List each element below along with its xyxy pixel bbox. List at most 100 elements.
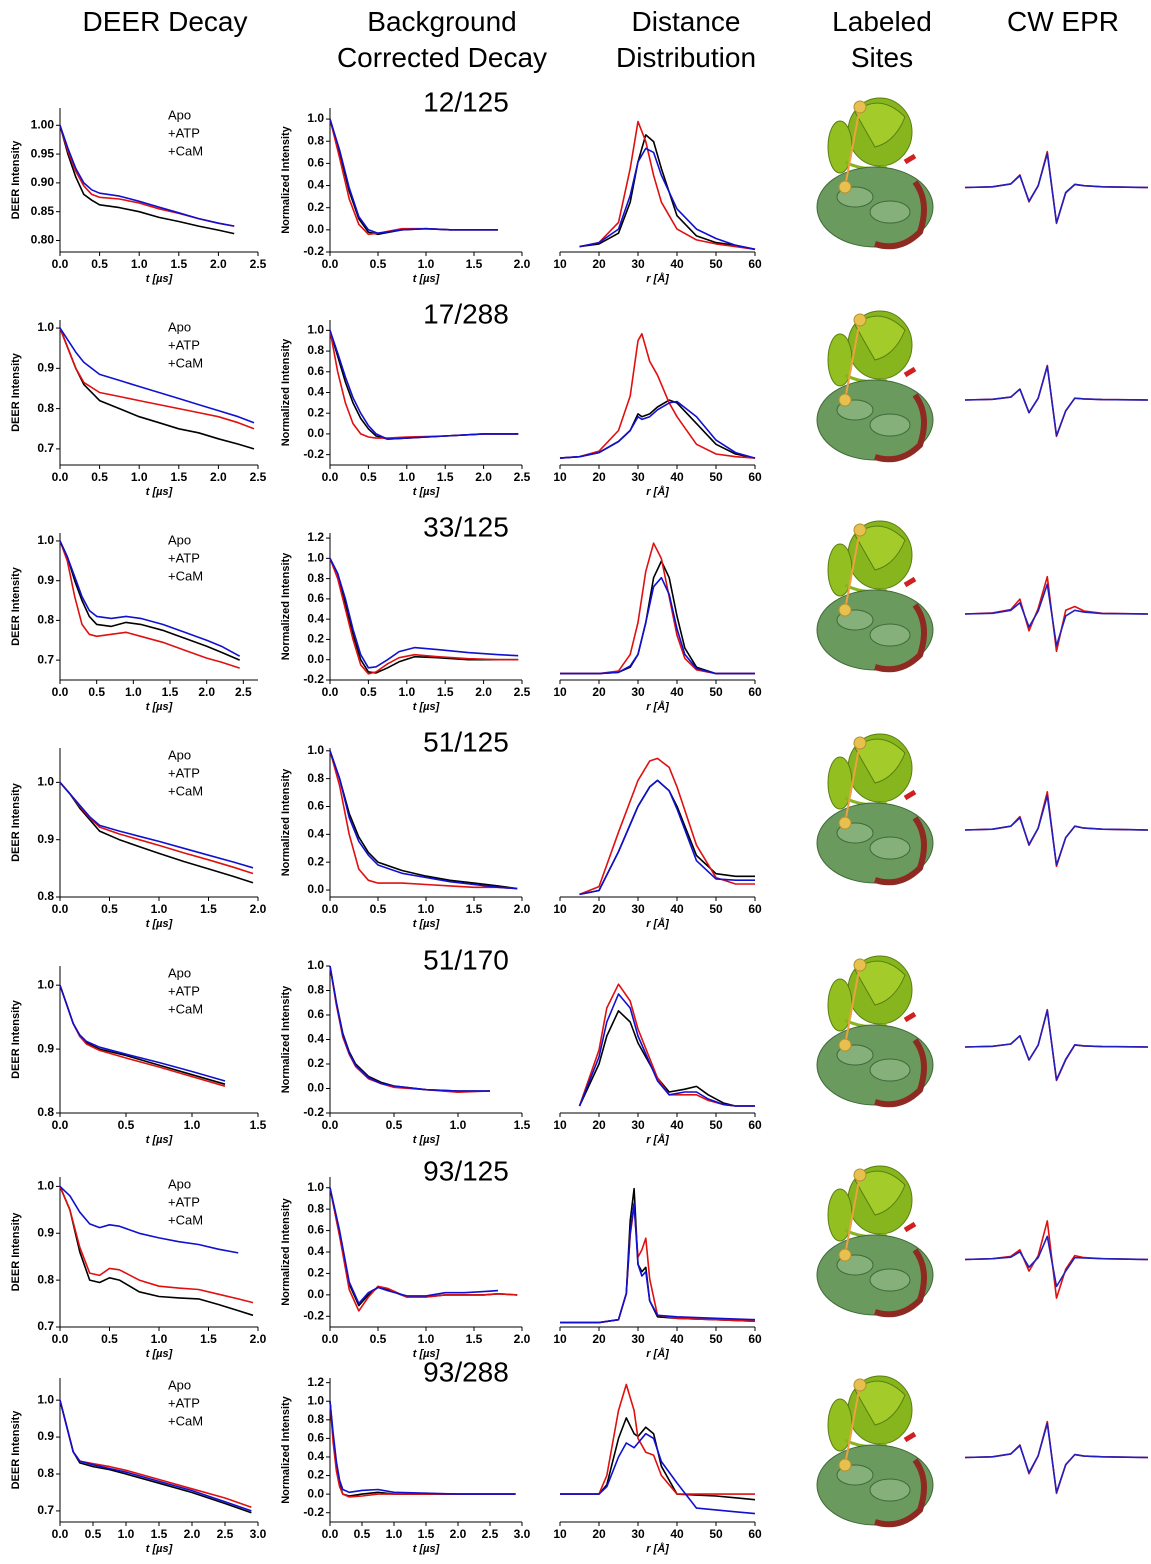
x-tick-label: 30 — [631, 902, 645, 916]
y-tick-label: 1.0 — [37, 775, 54, 789]
x-tick-label: 0.5 — [91, 470, 108, 484]
y-tick-label: 1.0 — [307, 1393, 324, 1407]
series-line — [964, 1235, 1149, 1288]
y-axis-label: DEER Intensity — [10, 782, 22, 862]
x-axis-label: t [µs] — [146, 1134, 173, 1146]
y-tick-label: -0.2 — [303, 244, 324, 258]
x-tick-label: 0.0 — [322, 1332, 339, 1346]
x-tick-label: 2.0 — [514, 1332, 531, 1346]
y-tick-label: 0.4 — [307, 1032, 324, 1046]
x-tick-label: 10 — [553, 902, 567, 916]
y-tick-label: 0.0 — [307, 652, 324, 666]
y-tick-label: 0.6 — [307, 1431, 324, 1445]
y-tick-label: 1.0 — [307, 1180, 324, 1194]
y-axis-label: DEER Intensity — [10, 1212, 22, 1292]
series-line — [964, 1008, 1149, 1082]
x-tick-label: 60 — [748, 685, 762, 699]
y-tick-label: 0.0 — [307, 426, 324, 440]
series-line — [59, 1400, 252, 1514]
x-tick-label: 40 — [670, 257, 684, 271]
x-tick-label: 20 — [592, 1527, 606, 1541]
y-tick-label: 0.2 — [307, 1266, 324, 1280]
x-axis-label: r [Å] — [646, 917, 669, 930]
x-axis-label: r [Å] — [646, 1133, 669, 1146]
x-axis-label: r [Å] — [646, 1542, 669, 1555]
y-tick-label: 1.0 — [307, 111, 324, 125]
y-tick-label: 0.0 — [307, 1287, 324, 1301]
y-tick-label: 0.95 — [31, 146, 55, 160]
series-line — [59, 540, 241, 661]
x-tick-label: 2.5 — [235, 685, 252, 699]
y-tick-label: 1.0 — [37, 1179, 54, 1193]
x-tick-label: 50 — [709, 1527, 723, 1541]
x-tick-label: 1.5 — [162, 685, 179, 699]
series-line — [578, 983, 755, 1107]
series-line — [964, 365, 1149, 437]
x-tick-label: 60 — [748, 470, 762, 484]
y-tick-label: -0.2 — [303, 1105, 324, 1119]
series-line — [329, 1401, 516, 1495]
y-tick-label: -0.2 — [303, 672, 324, 686]
series-line — [578, 993, 755, 1107]
series-line — [329, 1401, 516, 1497]
y-tick-label: 0.7 — [37, 1319, 54, 1333]
protein-structure — [817, 1376, 933, 1525]
x-tick-label: 0.0 — [322, 902, 339, 916]
x-axis-label: t [µs] — [413, 918, 440, 930]
x-axis-label: t [µs] — [413, 273, 440, 285]
y-tick-label: 0.0 — [307, 222, 324, 236]
x-tick-label: 2.5 — [250, 470, 267, 484]
y-tick-label: 1.0 — [307, 743, 324, 757]
x-tick-label: 2.0 — [184, 1527, 201, 1541]
x-tick-label: 0.5 — [101, 1332, 118, 1346]
series-line — [329, 330, 519, 439]
x-tick-label: 1.5 — [170, 257, 187, 271]
x-tick-label: 2.5 — [250, 257, 267, 271]
series-line — [59, 327, 255, 430]
x-tick-label: 1.0 — [125, 685, 142, 699]
row-title: 33/125 — [423, 511, 509, 542]
series-line — [59, 1186, 254, 1304]
y-tick-label: 0.8 — [307, 133, 324, 147]
x-tick-label: 10 — [553, 1332, 567, 1346]
series-line — [329, 1187, 518, 1307]
row-title: 93/125 — [423, 1155, 509, 1186]
x-tick-label: 20 — [592, 902, 606, 916]
x-tick-label: 1.5 — [466, 257, 483, 271]
y-tick-label: 1.0 — [37, 977, 54, 991]
series-line — [329, 557, 519, 669]
series-line — [329, 1187, 499, 1305]
x-tick-label: 40 — [670, 1118, 684, 1132]
y-tick-label: 0.9 — [37, 573, 54, 587]
series-line — [329, 118, 498, 236]
x-tick-label: 0.0 — [322, 470, 339, 484]
legend-label: +CaM — [168, 1212, 203, 1227]
x-tick-label: 2.0 — [210, 257, 227, 271]
series-line — [59, 781, 254, 884]
y-tick-label: 0.8 — [307, 1201, 324, 1215]
series-line — [560, 1417, 756, 1501]
x-tick-label: 40 — [670, 470, 684, 484]
series-line — [964, 1422, 1149, 1494]
x-axis-label: t [µs] — [413, 486, 440, 498]
x-tick-label: 60 — [748, 257, 762, 271]
protein-structure — [817, 1166, 933, 1315]
x-tick-label: 0.5 — [360, 470, 377, 484]
x-tick-label: 1.0 — [418, 257, 435, 271]
y-axis-label: DEER Intensity — [10, 999, 22, 1079]
x-tick-label: 50 — [709, 1332, 723, 1346]
x-tick-label: 30 — [631, 1527, 645, 1541]
series-line — [329, 1401, 516, 1498]
x-axis-label: r [Å] — [646, 485, 669, 498]
x-axis-label: r [Å] — [646, 272, 669, 285]
x-tick-label: 10 — [553, 1118, 567, 1132]
row-title: 51/170 — [423, 944, 509, 975]
y-tick-label: 0.8 — [37, 1466, 54, 1480]
x-tick-label: 0.5 — [85, 1527, 102, 1541]
x-tick-label: 0.0 — [52, 257, 69, 271]
x-tick-label: 60 — [748, 1118, 762, 1132]
x-tick-label: 2.0 — [198, 685, 215, 699]
x-tick-label: 1.0 — [151, 902, 168, 916]
x-tick-label: 0.5 — [88, 685, 105, 699]
x-tick-label: 20 — [592, 470, 606, 484]
